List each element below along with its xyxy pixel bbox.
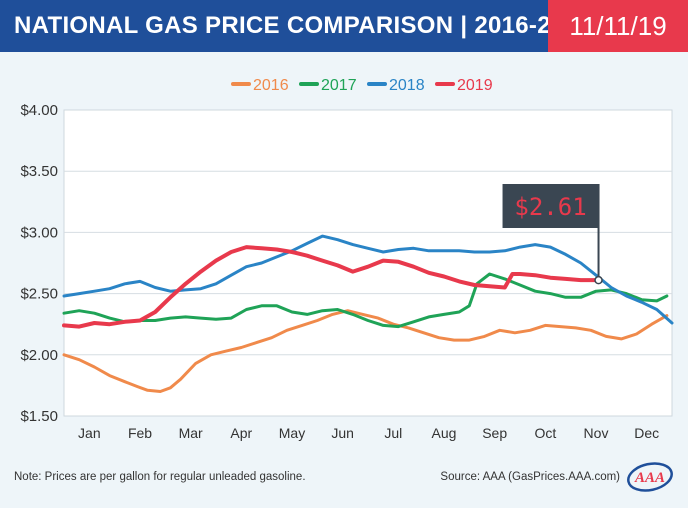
legend-label-2018: 2018	[389, 77, 425, 94]
footer-note: Note: Prices are per gallon for regular …	[14, 471, 306, 483]
legend-label-2017: 2017	[321, 77, 357, 94]
aaa-logo-icon: AAA	[627, 462, 673, 492]
series-line-2018	[62, 234, 674, 325]
page-title: NATIONAL GAS PRICE COMPARISON | 2016-201…	[0, 0, 548, 52]
y-tick-label: $3.00	[20, 224, 58, 241]
x-tick-label: Aug	[432, 425, 457, 441]
series-line-2016	[62, 309, 669, 393]
callout-point	[594, 275, 603, 285]
y-tick-label: $2.00	[20, 347, 58, 364]
x-tick-label: Mar	[179, 425, 203, 441]
series-line-2019	[62, 245, 601, 329]
gridlines	[64, 170, 672, 356]
legend-label-2019: 2019	[457, 77, 493, 94]
y-axis: $1.50 $2.00 $2.50 $3.00 $3.50 $4.00	[20, 102, 58, 425]
x-axis: Jan Feb Mar Apr May Jun Jul Aug Sep Oct Nov Dec	[78, 425, 659, 441]
line-chart: 2016 2017 2018 2019 $1.50 $2.00 $2.50 $3.00 $3.…	[20, 77, 674, 441]
y-tick-label: $4.00	[20, 102, 58, 119]
x-tick-label: Jun	[331, 425, 354, 441]
series-line-2017	[62, 272, 669, 329]
x-tick-label: Dec	[634, 425, 659, 441]
x-tick-label: Feb	[128, 425, 152, 441]
legend: 2016 2017 2018 2019	[231, 77, 493, 94]
date-badge: 11/11/19	[548, 0, 688, 52]
x-tick-label: Jul	[384, 425, 402, 441]
footer-source: Source: AAA (GasPrices.AAA.com)	[440, 471, 620, 483]
y-tick-label: $3.50	[20, 163, 58, 180]
series-lines	[62, 234, 674, 393]
x-tick-label: Jan	[78, 425, 101, 441]
x-tick-label: May	[279, 425, 305, 441]
x-tick-label: Nov	[584, 425, 609, 441]
logo-text: AAA	[634, 470, 665, 486]
x-tick-label: Sep	[482, 425, 507, 441]
x-tick-label: Oct	[534, 425, 556, 441]
current-price-callout: $2.61	[502, 184, 603, 285]
header: NATIONAL GAS PRICE COMPARISON | 2016-201…	[0, 0, 688, 52]
plot-area	[63, 109, 673, 417]
callout-box	[502, 184, 599, 228]
x-tick-label: Apr	[230, 425, 252, 441]
y-tick-label: $1.50	[20, 408, 58, 425]
y-tick-label: $2.50	[20, 286, 58, 303]
callout-value: $2.61	[514, 193, 586, 221]
legend-label-2016: 2016	[253, 77, 289, 94]
plot-background	[63, 109, 673, 417]
